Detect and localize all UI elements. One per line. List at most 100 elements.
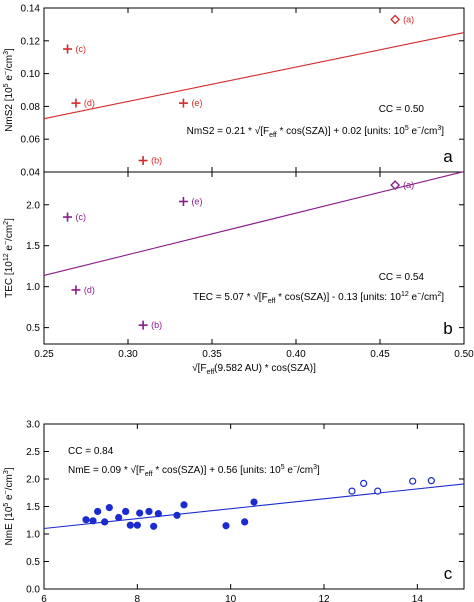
equation-sup: − bbox=[417, 291, 421, 298]
data-point-plus bbox=[71, 98, 81, 108]
data-point-filled bbox=[222, 522, 230, 530]
data-point-filled bbox=[133, 521, 141, 529]
equation-part: e bbox=[409, 292, 418, 303]
data-point-plus bbox=[178, 98, 188, 108]
equation-part: /cm bbox=[421, 292, 437, 303]
x-tick-label: 10 bbox=[225, 594, 237, 602]
data-point-filled bbox=[180, 501, 188, 509]
y-label-sup: − bbox=[3, 71, 10, 75]
y-label-part: e bbox=[4, 494, 15, 503]
equation-sup: 5 bbox=[405, 125, 409, 132]
y-tick-label: 1.0 bbox=[26, 530, 40, 541]
data-point-filled bbox=[82, 516, 90, 524]
y-label-sup: 2 bbox=[3, 221, 10, 225]
equation-sub: eff bbox=[269, 132, 277, 139]
equation-part: ] bbox=[441, 292, 444, 303]
data-point-open bbox=[348, 487, 356, 495]
equation-part: TEC = 5.07 * √[F bbox=[193, 291, 268, 303]
y-label-part: NmS2 [10 bbox=[4, 87, 15, 132]
y-tick-label: 0.12 bbox=[21, 36, 41, 47]
y-label-part: e bbox=[4, 75, 15, 84]
x-tick-label: 0.45 bbox=[370, 349, 390, 360]
data-point-open bbox=[374, 487, 382, 495]
equation-part: ] bbox=[317, 465, 320, 476]
fit-line bbox=[43, 483, 465, 530]
y-label-sup: 12 bbox=[3, 253, 10, 261]
y-tick-label: 0.5 bbox=[26, 323, 40, 334]
equation-sup: 3 bbox=[437, 125, 441, 132]
y-tick-label: 0.0 bbox=[26, 585, 40, 596]
fit-equation: NmE = 0.09 * √[Feff * cos(SZA)] + 0.56 [… bbox=[68, 464, 320, 478]
correlation-label: CC = 0.54 bbox=[379, 272, 425, 283]
equation-part: NmS2 = 0.21 * √[F bbox=[187, 125, 269, 137]
equation-part: ] bbox=[441, 126, 444, 137]
data-point-plus bbox=[138, 156, 148, 166]
y-axis-label: TEC [1012 e−/cm2] bbox=[3, 218, 15, 298]
y-tick-label: 1.0 bbox=[26, 282, 40, 293]
fit-equation: TEC = 5.07 * √[Feff * cos(SZA)] - 0.13 [… bbox=[193, 291, 444, 305]
equation-sup: 12 bbox=[401, 291, 409, 298]
x-axis-label: √[Feff(9.582 AU) * cos(SZA)] bbox=[192, 362, 316, 376]
data-point-label: (c) bbox=[76, 212, 87, 222]
y-tick-label: 2.5 bbox=[26, 447, 40, 458]
y-label-sup: 5 bbox=[3, 83, 10, 87]
panel-letter: b bbox=[443, 319, 452, 338]
panel-b: 0.5 1.0 1.5 2.0 0.25 0.30 0.35 0.40 0.45 0.50 TEC … bbox=[3, 171, 474, 376]
data-point-filled bbox=[89, 517, 97, 525]
y-label-part: /cm bbox=[4, 474, 15, 490]
equation-sup: 5 bbox=[281, 464, 285, 471]
data-point-label: (b) bbox=[151, 320, 162, 330]
correlation-label: CC = 0.50 bbox=[379, 104, 425, 115]
data-point-open bbox=[360, 479, 368, 487]
data-point-plus bbox=[138, 320, 148, 330]
fit-line bbox=[43, 32, 465, 120]
data-point-label: (a) bbox=[403, 180, 414, 190]
x-tick-label: 0.50 bbox=[454, 349, 474, 360]
equation-sup: 2 bbox=[437, 291, 441, 298]
panel-letter: a bbox=[443, 147, 453, 166]
y-axis-label: NmS2 [105 e−/cm3] bbox=[3, 48, 15, 132]
data-point-filled bbox=[250, 498, 258, 506]
data-point-label: (e) bbox=[191, 196, 202, 206]
x-tick-label: 12 bbox=[318, 594, 330, 602]
y-tick-label: 0.14 bbox=[21, 4, 41, 15]
data-point-filled bbox=[126, 521, 134, 529]
y-tick-label: 0.10 bbox=[21, 69, 41, 80]
data-point-label: (b) bbox=[151, 156, 162, 166]
y-tick-label: 3.0 bbox=[26, 420, 40, 431]
equation-sub: eff bbox=[268, 298, 276, 305]
y-label-sup: 3 bbox=[3, 470, 10, 474]
y-label-part: NmE [10 bbox=[4, 506, 15, 545]
x-tick-label: 0.35 bbox=[202, 349, 222, 360]
data-point-filled bbox=[136, 509, 144, 517]
data-point-filled bbox=[150, 522, 158, 530]
y-tick-label: 1.5 bbox=[26, 241, 40, 252]
fit-equation: NmS2 = 0.21 * √[Feff * cos(SZA)] + 0.02 … bbox=[187, 125, 445, 139]
data-point-diamond bbox=[390, 180, 401, 191]
data-point-plus bbox=[63, 212, 73, 222]
y-label-sup: 3 bbox=[3, 51, 10, 55]
data-point-filled bbox=[105, 504, 113, 512]
equation-sup: − bbox=[417, 125, 421, 132]
data-point-label: (d) bbox=[84, 98, 95, 108]
x-tick-label: 6 bbox=[41, 594, 47, 602]
x-tick-label: 14 bbox=[412, 594, 424, 602]
data-point-filled bbox=[241, 518, 249, 526]
equation-part: * cos(SZA)] + 0.56 [units: 10 bbox=[153, 465, 282, 476]
y-label-sup: − bbox=[3, 241, 10, 245]
data-point-open bbox=[427, 477, 435, 485]
equation-sup: − bbox=[293, 464, 297, 471]
y-tick-label: 0.04 bbox=[21, 168, 41, 179]
equation-part: * cos(SZA)] + 0.02 [units: 10 bbox=[277, 126, 406, 137]
y-tick-label: 2.0 bbox=[26, 200, 40, 211]
x-tick-label: 0.30 bbox=[118, 349, 138, 360]
x-tick-label: 0.40 bbox=[286, 349, 306, 360]
data-point-filled bbox=[115, 513, 123, 522]
y-tick-label: 1.5 bbox=[26, 502, 40, 513]
data-point-filled bbox=[145, 507, 153, 516]
y-label-part: /cm bbox=[4, 55, 15, 71]
